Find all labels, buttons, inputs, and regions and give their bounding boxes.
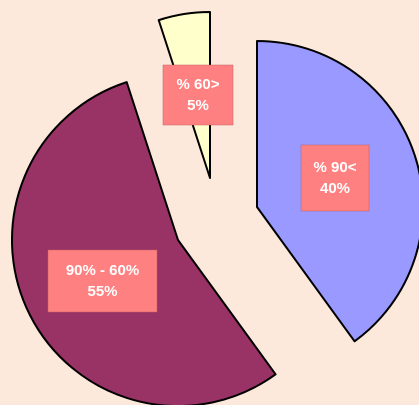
value-label: 40% [320, 180, 350, 197]
value-label: 5% [187, 97, 209, 114]
label-box [162, 64, 234, 126]
category-label: 90% - 60% [66, 262, 139, 279]
value-label: 55% [87, 283, 117, 300]
label-box [47, 249, 158, 313]
category-label: % 90< [314, 159, 357, 176]
label-box [300, 144, 370, 212]
pie-slice [11, 81, 277, 405]
category-label: % 60> [177, 76, 220, 93]
